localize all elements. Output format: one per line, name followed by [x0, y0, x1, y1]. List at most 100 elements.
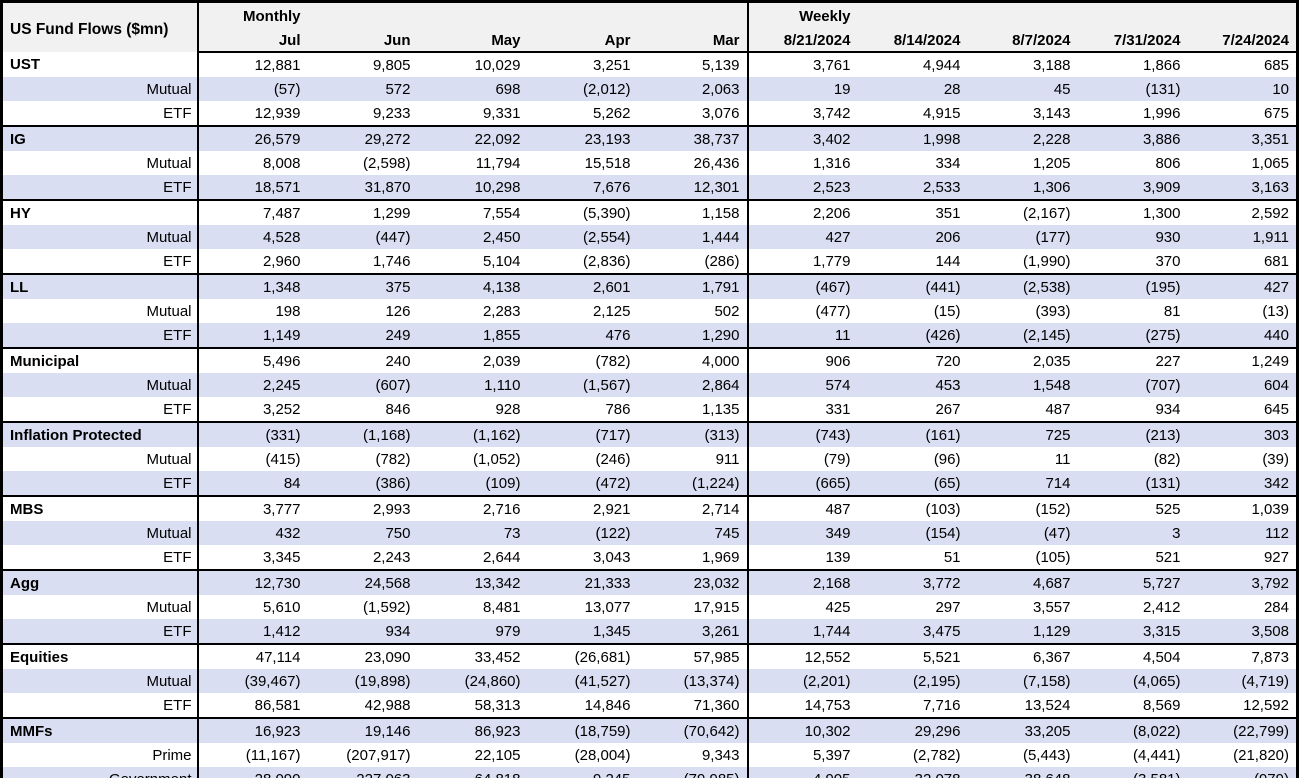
cell-monthly-1: 9,233 — [372, 104, 411, 122]
weekly-column-header: 7/24/2024 — [1187, 29, 1298, 53]
cell-weekly-1: 4,944 — [922, 56, 961, 74]
row-label: Municipal — [1, 347, 199, 373]
cell-weekly-4: 3,351 — [1187, 125, 1298, 151]
cell-weekly-1: (2,782) — [912, 746, 961, 764]
cell-weekly-4: (22,799) — [1187, 717, 1298, 743]
cell-monthly-2: 58,313 — [474, 696, 521, 714]
cell-weekly-3: 806 — [1155, 154, 1181, 172]
cell-weekly-1: 206 — [857, 225, 968, 249]
cell-monthly-2: 2,283 — [482, 302, 521, 320]
cell-monthly-2: 4,138 — [417, 273, 528, 299]
monthly-column-header: Apr — [527, 29, 638, 53]
row-label: MBS — [1, 495, 199, 521]
cell-monthly-1: 23,090 — [307, 643, 418, 669]
cell-monthly-3: 2,125 — [592, 302, 631, 320]
row-label: Mutual — [1, 77, 199, 101]
cell-monthly-4: 5,139 — [637, 52, 749, 77]
cell-monthly-3: (122) — [527, 521, 638, 545]
cell-monthly-3: 3,043 — [592, 548, 631, 566]
cell-monthly-4: 3,076 — [637, 101, 749, 126]
cell-weekly-0: 14,753 — [804, 696, 851, 714]
cell-monthly-4: 71,360 — [637, 693, 749, 718]
cell-monthly-0: 26,579 — [197, 125, 308, 151]
sub-row: Mutual 8,008 (2,598) 11,794 15,518 26,436 1,31… — [1, 151, 1298, 175]
cell-monthly-2: 2,450 — [417, 225, 528, 249]
cell-weekly-4: 681 — [1263, 252, 1289, 270]
cell-weekly-4: 3,792 — [1187, 569, 1298, 595]
cell-weekly-1: 144 — [935, 252, 961, 270]
row-label: Agg — [1, 569, 199, 595]
cell-monthly-4: (70,642) — [637, 717, 749, 743]
cell-monthly-1: 9,805 — [372, 56, 411, 74]
cell-monthly-2: 5,104 — [482, 252, 521, 270]
cell-monthly-3: (28,004) — [574, 746, 631, 764]
cell-weekly-3: 227 — [1077, 347, 1188, 373]
sub-row: ETF 1,149 249 1,855 476 1,290 11 (426) (2,145) (2… — [1, 323, 1298, 348]
row-label: Mutual — [1, 151, 199, 175]
monthly-section-label: Monthly — [197, 1, 308, 29]
cell-monthly-4: (286) — [637, 249, 749, 274]
category-row: Municipal 5,496 240 2,039 (782) 4,000 906 720 2,… — [1, 347, 1298, 373]
cell-monthly-1: (207,917) — [346, 746, 411, 764]
header-spacer — [417, 1, 528, 29]
cell-monthly-3: (1,567) — [527, 373, 638, 397]
cell-monthly-4: 2,714 — [637, 495, 749, 521]
row-label: Mutual — [1, 225, 199, 249]
cell-weekly-0: 12,552 — [747, 643, 858, 669]
cell-weekly-3: (4,065) — [1077, 669, 1188, 693]
cell-monthly-2: 10,298 — [417, 175, 528, 200]
cell-monthly-0: 2,245 — [197, 373, 308, 397]
cell-monthly-2: 86,923 — [417, 717, 528, 743]
cell-monthly-3: (472) — [527, 471, 638, 496]
cell-monthly-1: 19,146 — [307, 717, 418, 743]
cell-monthly-1: 934 — [307, 619, 418, 644]
cell-monthly-3: (41,527) — [527, 669, 638, 693]
cell-weekly-2: (393) — [1035, 302, 1071, 320]
cell-monthly-1: 1,746 — [372, 252, 411, 270]
header-spacer — [527, 1, 638, 29]
sub-row: Mutual 432 750 73 (122) 745 349 (154) (47) 3 112 — [1, 521, 1298, 545]
monthly-column-header: Jul — [197, 29, 308, 53]
cell-weekly-0: 425 — [825, 598, 851, 616]
cell-weekly-4: 1,911 — [1187, 225, 1298, 249]
cell-weekly-2: 1,548 — [967, 373, 1078, 397]
cell-weekly-2: 45 — [967, 77, 1078, 101]
row-label: HY — [1, 199, 199, 225]
cell-monthly-3: (246) — [595, 450, 631, 468]
cell-weekly-4: 1,065 — [1251, 154, 1289, 172]
cell-weekly-0: 1,316 — [812, 154, 851, 172]
cell-weekly-4: 112 — [1187, 521, 1298, 545]
sub-row: Mutual (39,467) (19,898) (24,860) (41,527) (1… — [1, 669, 1298, 693]
cell-monthly-4: 3,261 — [637, 619, 749, 644]
cell-monthly-1: 375 — [307, 273, 418, 299]
cell-weekly-0: (79) — [823, 450, 851, 468]
cell-weekly-0: (2,201) — [747, 669, 858, 693]
row-label: Mutual — [1, 299, 199, 323]
cell-monthly-0: 7,487 — [197, 199, 308, 225]
cell-monthly-4: 1,290 — [637, 323, 749, 348]
cell-weekly-0: (467) — [747, 273, 858, 299]
row-label: IG — [1, 125, 199, 151]
cell-weekly-4: 645 — [1263, 400, 1289, 418]
cell-weekly-3: (195) — [1077, 273, 1188, 299]
cell-monthly-1: 2,993 — [307, 495, 418, 521]
cell-monthly-2: 73 — [417, 521, 528, 545]
cell-monthly-1: 31,870 — [307, 175, 418, 200]
cell-weekly-4: 685 — [1263, 56, 1289, 74]
cell-monthly-4: 1,135 — [637, 397, 749, 422]
cell-weekly-1: 4,915 — [922, 104, 961, 122]
cell-weekly-3: 3 — [1077, 521, 1188, 545]
cell-weekly-3: 8,569 — [1142, 696, 1181, 714]
sub-row: Mutual 4,528 (447) 2,450 (2,554) 1,444 427 206(… — [1, 225, 1298, 249]
category-row: MMFs 16,923 19,146 86,923 (18,759) (70,642) 10… — [1, 717, 1298, 743]
cell-weekly-1: 1,998 — [857, 125, 968, 151]
cell-weekly-0: 1,744 — [747, 619, 858, 644]
cell-monthly-0: 16,923 — [197, 717, 308, 743]
cell-weekly-3: (4,441) — [1132, 746, 1181, 764]
cell-monthly-0: 47,114 — [197, 643, 308, 669]
cell-weekly-2: 2,035 — [967, 347, 1078, 373]
cell-weekly-1: (15) — [933, 302, 961, 320]
table-body: UST 12,881 9,805 10,029 3,251 5,139 3,761 4,944… — [1, 52, 1298, 778]
cell-weekly-3: 4,504 — [1077, 643, 1188, 669]
